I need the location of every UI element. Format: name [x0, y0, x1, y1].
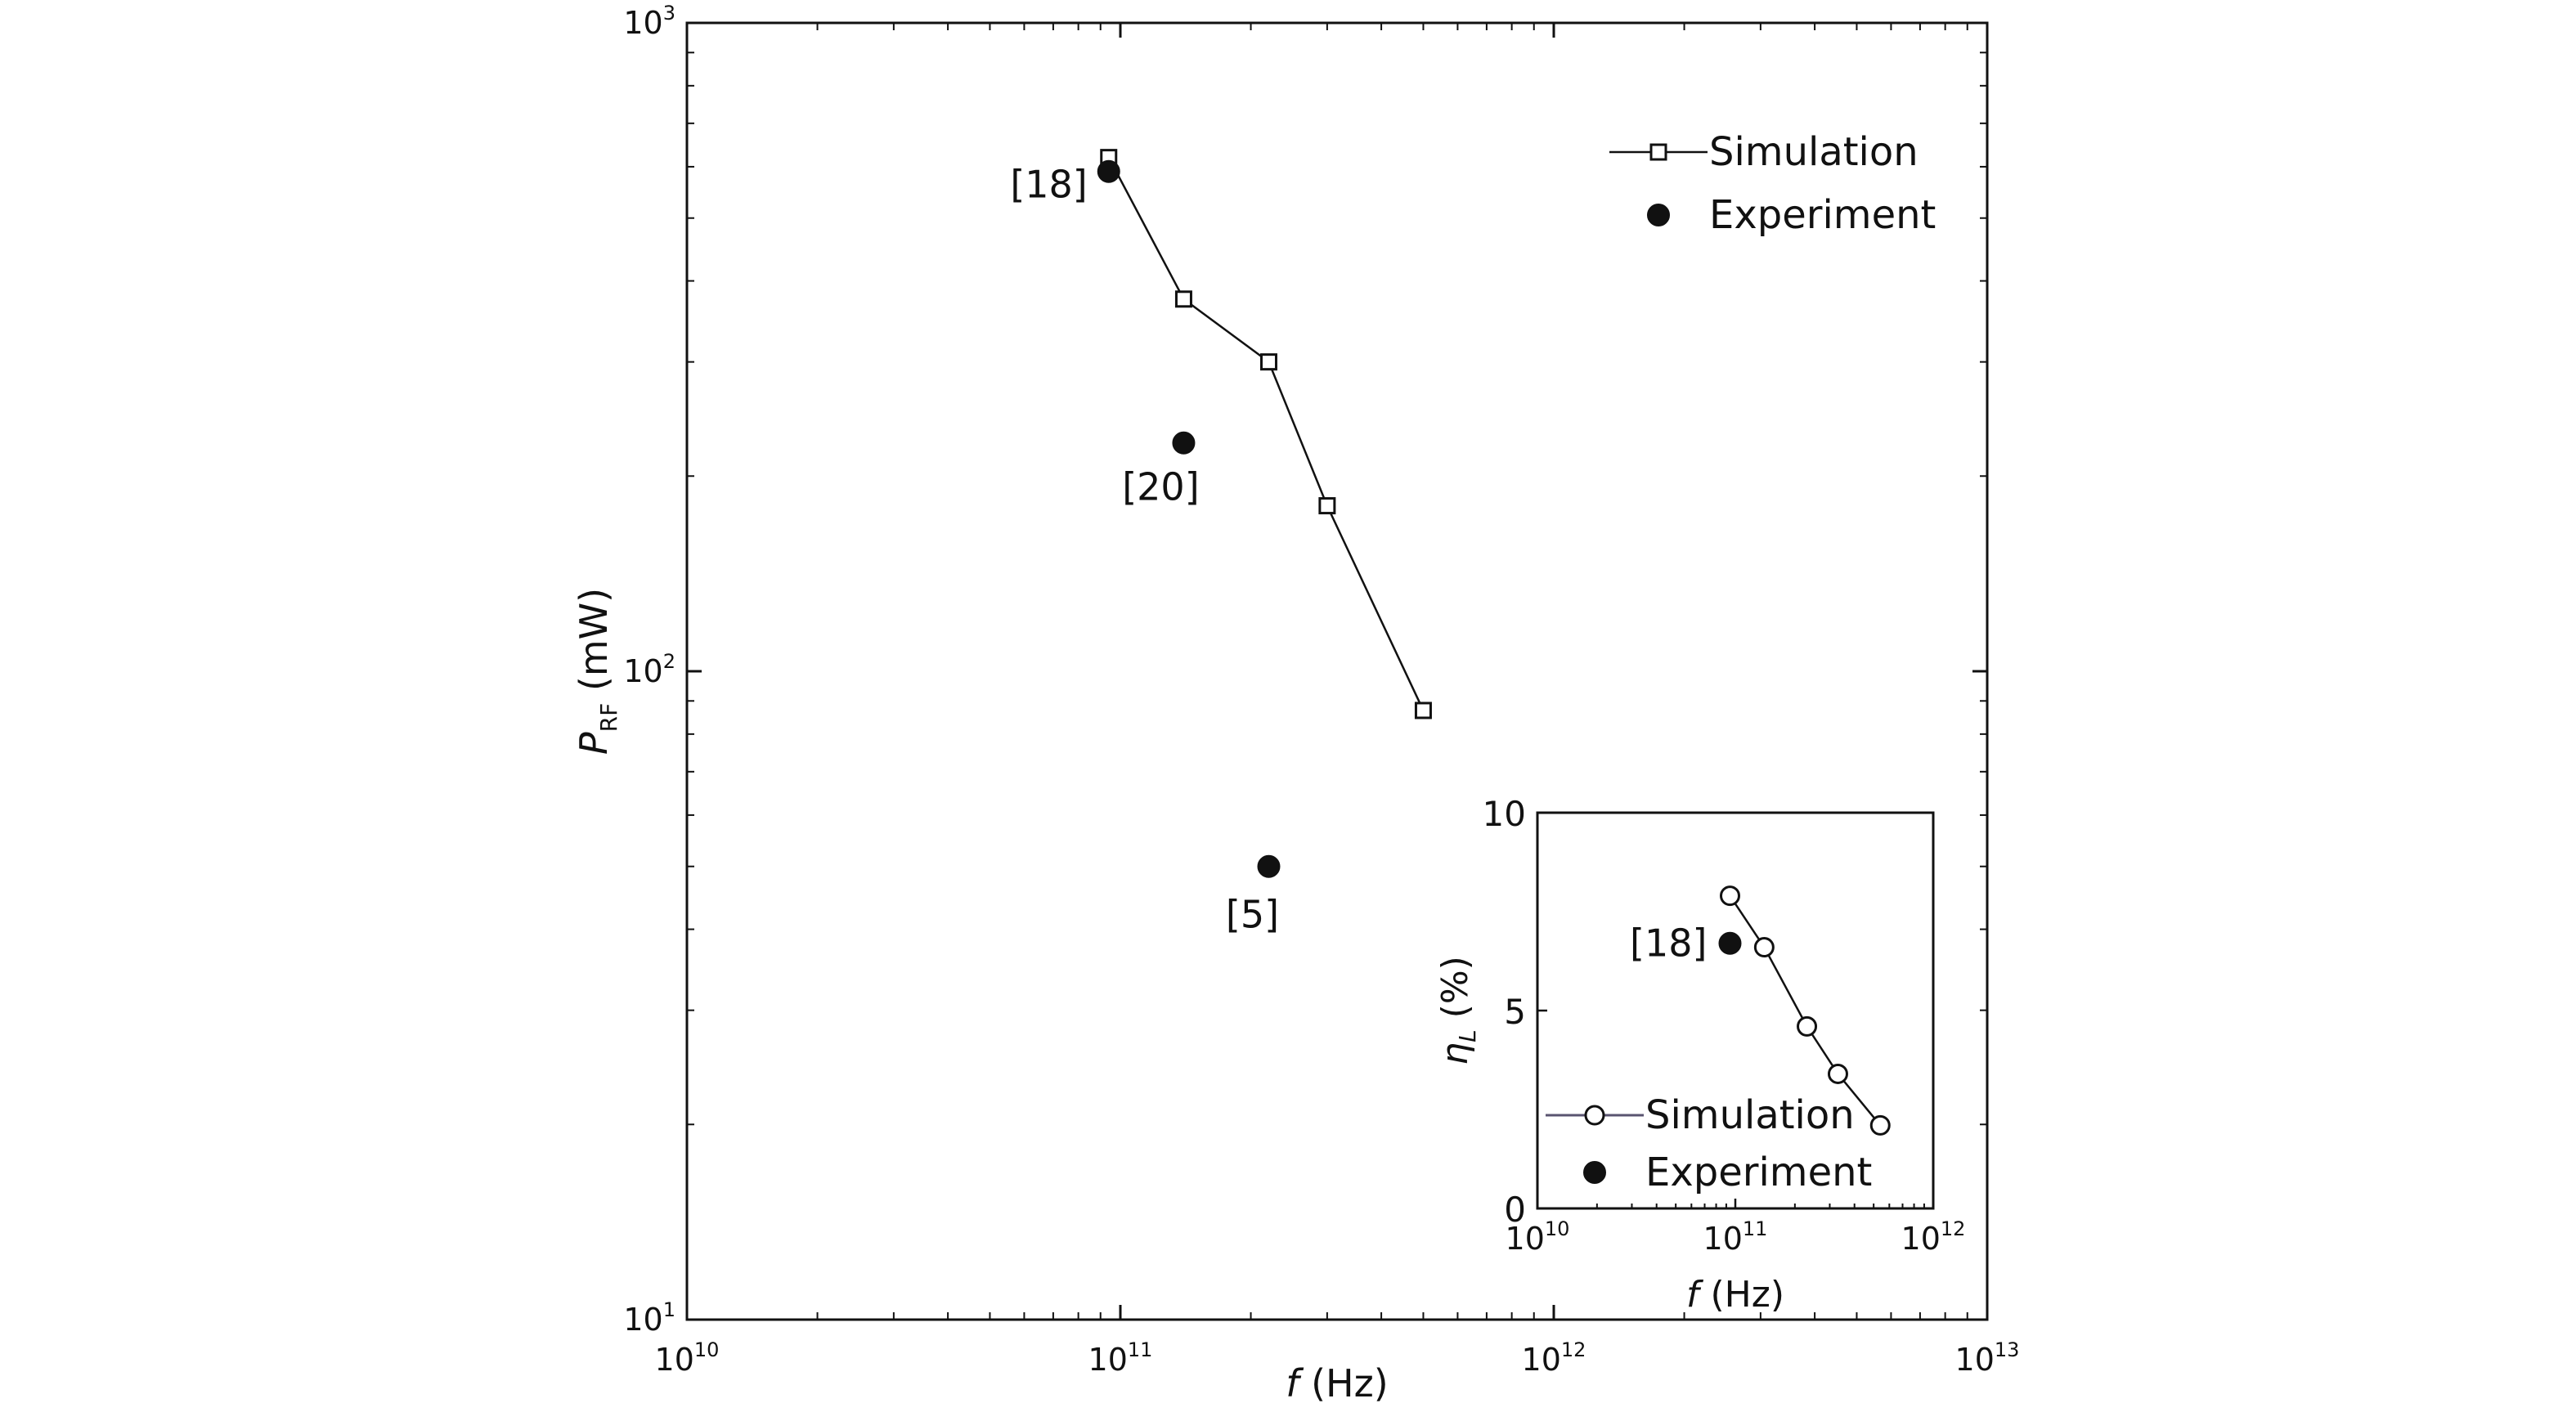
y-axis-title: PRF (mW)	[572, 588, 622, 755]
inset-plot-content: 1010 1011 1012 0 5 10 f (Hz) ηL (%) [18] Simulati…	[1434, 794, 1965, 1316]
inset-y-tick-label: 10	[1483, 794, 1526, 834]
simulation-point	[1259, 353, 1277, 371]
inset-simulation-point	[1753, 937, 1775, 958]
inset-simulation-point	[1797, 1015, 1818, 1037]
data-annotation: [18]	[1010, 163, 1087, 207]
inset-y-axis-title: ηL (%)	[1434, 956, 1481, 1065]
inset-simulation-point	[1827, 1063, 1848, 1084]
legend-label-simulation: Simulation	[1709, 129, 1919, 175]
inset-x-tick-label: 1011	[1703, 1217, 1768, 1257]
inset-chart: 1010 1011 1012 0 5 10 f (Hz) ηL (%) [18] Simulati…	[1434, 794, 1965, 1316]
experiment-point	[1257, 854, 1281, 878]
inset-legend-label-simulation: Simulation	[1645, 1092, 1855, 1138]
inset-plot-frame	[1536, 811, 1935, 1210]
main-legend: Simulation Experiment	[1609, 129, 1936, 238]
inset-legend-marker-simulation	[1584, 1105, 1605, 1126]
inset-x-axis-title: f (Hz)	[1686, 1274, 1784, 1316]
simulation-point	[1174, 290, 1192, 308]
experiment-point	[1172, 431, 1196, 455]
y-tick-label: 101	[623, 1298, 675, 1338]
x-tick-label: 1013	[1955, 1338, 2020, 1378]
y-tick-label: 102	[623, 650, 675, 689]
x-tick-label: 1011	[1088, 1338, 1153, 1378]
data-annotation: [5]	[1226, 893, 1279, 937]
legend-marker-simulation	[1649, 143, 1667, 161]
main-chart: 1010 1011 1012 1013 101 102 103 f (Hz) PRF (mW) […	[572, 2, 2019, 1405]
experiment-point	[1097, 159, 1120, 183]
inset-experiment-point	[1718, 931, 1742, 955]
inset-y-tick-label: 5	[1504, 992, 1526, 1032]
legend-label-experiment: Experiment	[1709, 192, 1936, 238]
inset-legend-label-experiment: Experiment	[1645, 1150, 1872, 1195]
x-tick-label: 1012	[1522, 1338, 1586, 1378]
inset-x-tick-label: 1012	[1901, 1217, 1966, 1257]
data-annotation: [20]	[1122, 465, 1199, 509]
legend-marker-experiment	[1647, 204, 1670, 226]
main-plot-content: 1010 1011 1012 1013 101 102 103 f (Hz) PRF (mW) […	[572, 2, 2019, 1405]
inset-data-annotation: [18]	[1630, 921, 1707, 966]
inset-x-tick-label: 1010	[1506, 1217, 1570, 1257]
x-tick-label: 1010	[655, 1338, 720, 1378]
simulation-point	[1414, 702, 1432, 719]
inset-y-tick-label: 0	[1504, 1190, 1526, 1230]
inset-simulation-point	[1869, 1114, 1891, 1136]
inset-legend: Simulation Experiment	[1546, 1092, 1872, 1195]
simulation-point	[1318, 497, 1336, 515]
inset-simulation-point	[1719, 885, 1740, 907]
x-axis-title: f (Hz)	[1286, 1361, 1388, 1405]
inset-legend-marker-experiment	[1583, 1161, 1606, 1184]
y-tick-label: 103	[623, 2, 675, 41]
